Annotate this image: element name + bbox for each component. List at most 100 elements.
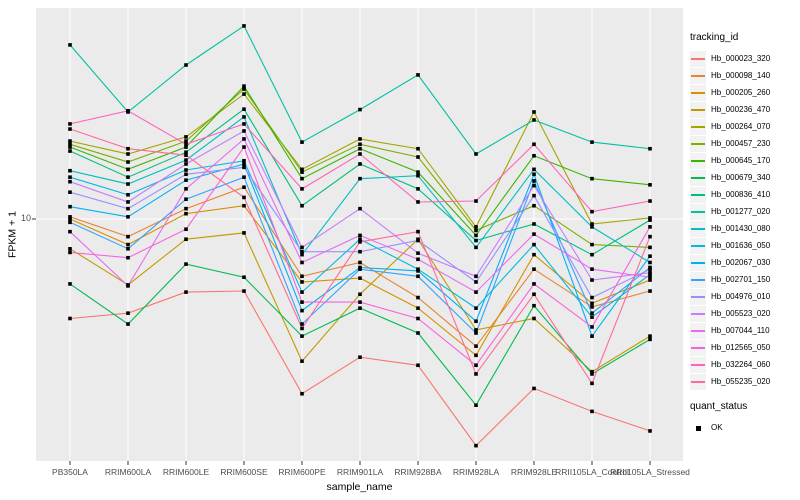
data-point (300, 322, 304, 326)
legend-key-line (691, 295, 705, 298)
data-point (184, 145, 188, 149)
data-point (416, 238, 420, 243)
data-point (242, 289, 246, 293)
data-point (532, 316, 536, 321)
data-point (416, 229, 420, 234)
data-point (648, 183, 652, 187)
data-point (358, 237, 362, 242)
data-point (184, 237, 188, 242)
data-point (68, 145, 72, 149)
legend-item: Hb_005523_020 (690, 305, 800, 322)
data-point (358, 306, 362, 310)
legend-item: Hb_000264_070 (690, 118, 800, 135)
data-point (184, 197, 188, 202)
legend-key-line (691, 125, 705, 128)
data-point (474, 372, 478, 376)
data-point (68, 229, 72, 234)
data-point (474, 225, 478, 229)
data-point (416, 170, 420, 174)
data-point (416, 155, 420, 159)
data-point (184, 187, 188, 191)
legend-key (690, 186, 706, 203)
data-point (358, 162, 362, 166)
data-point (68, 142, 72, 147)
data-point (648, 218, 652, 222)
data-point (68, 168, 72, 173)
data-point (68, 175, 72, 179)
data-point (416, 187, 420, 191)
data-point (184, 172, 188, 177)
data-point (416, 274, 420, 279)
legend-title-tracking-id: tracking_id (690, 32, 739, 43)
data-point (358, 206, 362, 211)
data-point (300, 308, 304, 313)
data-point (242, 24, 246, 28)
data-point (590, 295, 594, 300)
data-point (590, 334, 594, 338)
x-tick-label: RRIM928LA (453, 467, 500, 477)
data-point (590, 267, 594, 271)
data-point (416, 316, 420, 321)
legend-item: Hb_002067_030 (690, 254, 800, 271)
data-point (68, 204, 72, 209)
data-point (416, 331, 420, 335)
data-point (300, 252, 304, 257)
data-point (68, 215, 72, 219)
data-point (648, 337, 652, 342)
data-point (126, 182, 130, 186)
data-point (358, 176, 362, 181)
legend-item: Hb_000023_320 (690, 50, 800, 67)
legend-key (690, 220, 706, 237)
data-point (474, 353, 478, 358)
legend-key (690, 271, 706, 288)
y-tick-label: 10 (20, 213, 31, 223)
data-point (590, 372, 594, 376)
data-point (126, 311, 130, 315)
x-tick-label: RRIM600LE (163, 467, 210, 477)
data-point (532, 118, 536, 122)
data-point (126, 146, 130, 151)
black-square-icon (696, 425, 701, 431)
data-point (474, 228, 478, 233)
data-point (300, 359, 304, 363)
data-point (300, 187, 304, 191)
data-point (68, 250, 72, 255)
legend-item-label: Hb_004976_010 (711, 292, 771, 301)
data-point (532, 222, 536, 226)
legend-item-label: Hb_005523_020 (711, 309, 771, 318)
legend-item-label: Hb_032264_060 (711, 360, 771, 369)
data-point (590, 176, 594, 181)
x-tick-label: RRIM901LA (337, 467, 384, 477)
data-point (300, 176, 304, 181)
data-point (68, 217, 72, 221)
data-point (242, 231, 246, 235)
data-point (648, 245, 652, 250)
data-point (416, 251, 420, 255)
data-point (358, 146, 362, 151)
data-point (126, 234, 130, 239)
data-point (184, 150, 188, 155)
data-point (474, 274, 478, 279)
data-point (242, 87, 246, 91)
data-point (126, 160, 130, 164)
data-point (590, 409, 594, 414)
legend-key (690, 67, 706, 84)
ok-point-key (690, 419, 706, 436)
x-tick-label: RRII105LA_Control (555, 467, 629, 477)
legend-key-line (691, 346, 705, 349)
data-point (532, 267, 536, 271)
legend-key (690, 339, 706, 356)
data-point (590, 305, 594, 309)
legend-key (690, 322, 706, 339)
legend-item: Hb_000645_170 (690, 152, 800, 169)
data-point (242, 137, 246, 141)
x-tick-label: RRIM928LE (511, 467, 558, 477)
data-point (474, 403, 478, 407)
legend-item: Hb_002701_150 (690, 271, 800, 288)
data-point (126, 167, 130, 172)
data-point (648, 278, 652, 282)
legend-item-label: Hb_000098_140 (711, 71, 771, 80)
legend-key-line (691, 244, 705, 247)
data-point (300, 260, 304, 265)
legend-key (690, 135, 706, 152)
